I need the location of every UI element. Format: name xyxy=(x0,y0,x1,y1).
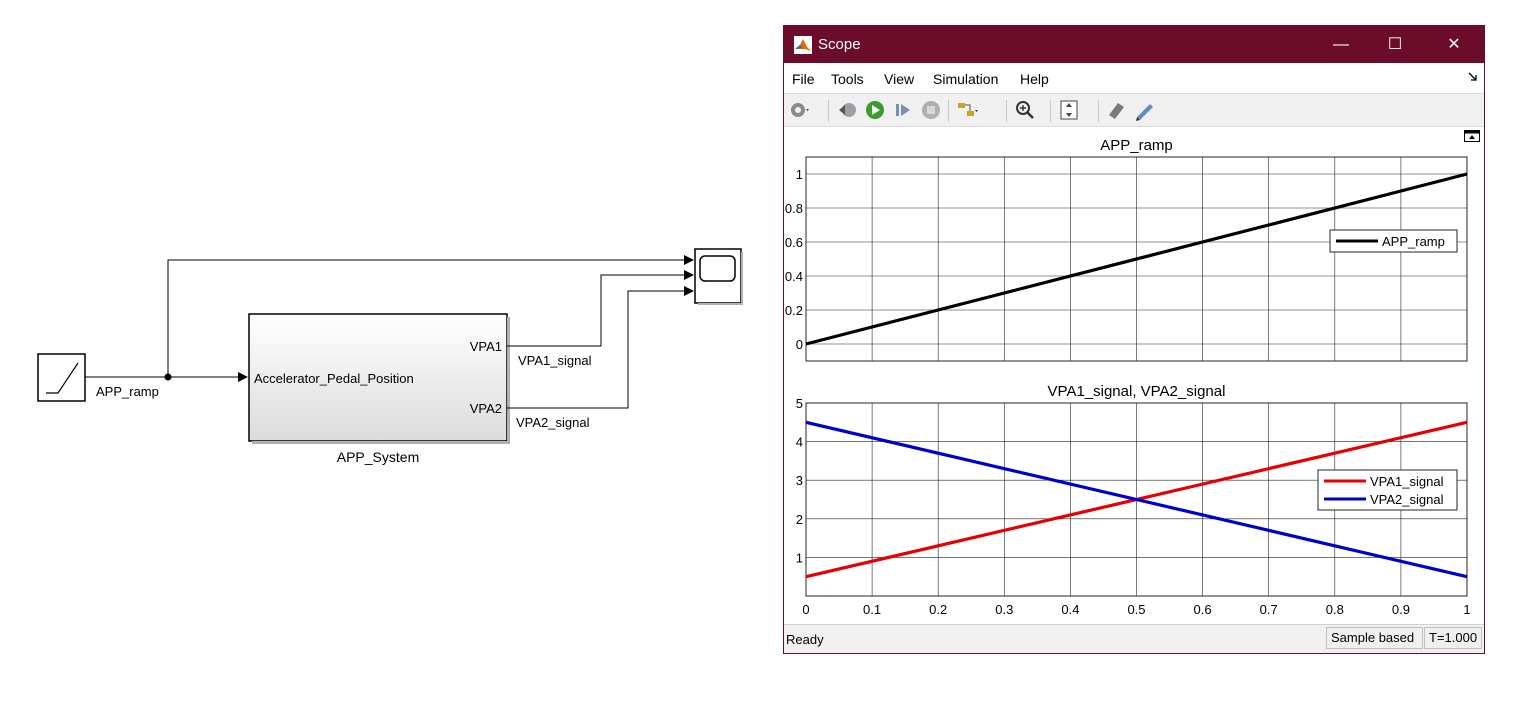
stop-icon[interactable] xyxy=(920,99,942,121)
x-tick-label-1-9: 0.9 xyxy=(1392,602,1410,617)
ramp-signal-label: APP_ramp xyxy=(96,384,159,399)
menu-view[interactable]: View xyxy=(884,71,915,87)
vpa1-signal-line[interactable] xyxy=(507,270,694,347)
scope-charts: APP_ramp 0 0.2 0.4 0.6 0.8 1 APP_ramp VPA1_signa… xyxy=(785,137,1471,617)
step-back-icon[interactable] xyxy=(836,99,858,121)
x-tick-label-1-4: 0.4 xyxy=(1061,602,1079,617)
subsystem-output-port-vpa1: VPA1 xyxy=(470,339,502,354)
x-tick-label-1-0: 0 xyxy=(802,602,809,617)
run-icon[interactable] xyxy=(864,99,886,121)
x-tick-label-1-3: 0.3 xyxy=(995,602,1013,617)
menu-bar: File Tools View Simulation Help xyxy=(784,63,1484,93)
legend-box-0 xyxy=(1329,229,1458,253)
status-bar: Ready Sample based T=1.000 xyxy=(784,624,1484,653)
settings-icon[interactable] xyxy=(788,99,810,121)
highlight-icon[interactable] xyxy=(1106,99,1128,121)
menu-tools[interactable]: Tools xyxy=(831,71,864,87)
y-tick-label-1-3: 4 xyxy=(796,435,803,450)
vpa2-signal-line[interactable] xyxy=(507,286,694,409)
signal-selector-icon[interactable] xyxy=(956,99,978,121)
menu-file[interactable]: File xyxy=(792,71,815,87)
undock-axes-icon[interactable] xyxy=(1464,130,1481,143)
scope-block[interactable] xyxy=(694,248,743,305)
y-tick-label-0-4: 0.8 xyxy=(785,201,803,216)
scope-window-title: Scope xyxy=(818,36,861,53)
legend-label-VPA1_signal: VPA1_signal xyxy=(1370,474,1444,489)
status-ready: Ready xyxy=(786,632,824,647)
simulink-diagram: APP_ramp Accelerator_Pedal_Position VPA1… xyxy=(37,248,743,465)
y-tick-label-0-3: 0.6 xyxy=(785,235,803,250)
y-tick-label-0-1: 0.2 xyxy=(785,303,803,318)
menu-help[interactable]: Help xyxy=(1020,71,1049,87)
subsystem-output-port-vpa2: VPA2 xyxy=(470,401,502,416)
app-system-subsystem[interactable] xyxy=(248,313,510,444)
measurement-icon[interactable] xyxy=(1134,99,1156,121)
scope-toolbar xyxy=(784,93,1484,127)
x-tick-label-1-10: 1 xyxy=(1463,602,1470,617)
vpa1-signal-label: VPA1_signal xyxy=(518,353,592,368)
series-line-APP_ramp xyxy=(805,172,1468,346)
y-tick-label-1-4: 5 xyxy=(796,396,803,411)
vpa2-signal-label: VPA2_signal xyxy=(516,415,590,430)
scale-axes-icon[interactable] xyxy=(1058,99,1080,121)
y-tick-label-0-2: 0.4 xyxy=(785,269,803,284)
x-tick-label-1-1: 0.1 xyxy=(863,602,881,617)
series-line-VPA2_signal xyxy=(805,420,1468,579)
ramp-block[interactable] xyxy=(37,353,86,402)
dock-icon[interactable] xyxy=(1468,72,1478,82)
matlab-logo-icon xyxy=(794,36,812,54)
menu-simulation[interactable]: Simulation xyxy=(933,71,999,87)
x-tick-label-1-8: 0.8 xyxy=(1326,602,1344,617)
legend-label-APP_ramp: APP_ramp xyxy=(1382,234,1445,249)
y-tick-label-0-5: 1 xyxy=(796,167,803,182)
ramp-signal-line[interactable] xyxy=(85,255,694,382)
x-tick-label-1-5: 0.5 xyxy=(1127,602,1145,617)
y-tick-label-1-0: 1 xyxy=(796,550,803,565)
scope-plot-area[interactable]: APP_ramp 0 0.2 0.4 0.6 0.8 1 APP_ramp VPA1_signa… xyxy=(784,127,1484,624)
scope-window: Scope — ☐ ✕ File Tools View Simulation H… xyxy=(783,25,1485,654)
legend-label-VPA2_signal: VPA2_signal xyxy=(1370,492,1444,507)
ramp-icon xyxy=(46,362,79,394)
zoom-icon[interactable] xyxy=(1014,99,1036,121)
minimize-button[interactable]: — xyxy=(1333,36,1349,53)
x-tick-label-1-6: 0.6 xyxy=(1194,602,1212,617)
maximize-button[interactable]: ☐ xyxy=(1387,36,1403,53)
close-button[interactable]: ✕ xyxy=(1447,36,1461,53)
status-sample-mode: Sample based xyxy=(1326,627,1423,649)
y-tick-label-1-2: 3 xyxy=(796,473,803,488)
y-tick-label-0-0: 0 xyxy=(796,337,803,352)
status-time: T=1.000 xyxy=(1424,627,1482,649)
chart-title-0: APP_ramp xyxy=(1100,137,1173,154)
scope-screen-icon xyxy=(699,255,736,282)
y-tick-label-1-1: 2 xyxy=(796,512,803,527)
chart-title-1: VPA1_signal, VPA2_signal xyxy=(1048,383,1226,400)
subsystem-input-port-label: Accelerator_Pedal_Position xyxy=(254,371,414,386)
x-tick-label-1-2: 0.2 xyxy=(929,602,947,617)
scope-titlebar[interactable]: Scope — ☐ ✕ xyxy=(784,26,1484,63)
x-tick-label-1-7: 0.7 xyxy=(1260,602,1278,617)
subsystem-name: APP_System xyxy=(337,449,419,465)
step-forward-icon[interactable] xyxy=(892,99,914,121)
legend-box-1 xyxy=(1317,469,1458,511)
